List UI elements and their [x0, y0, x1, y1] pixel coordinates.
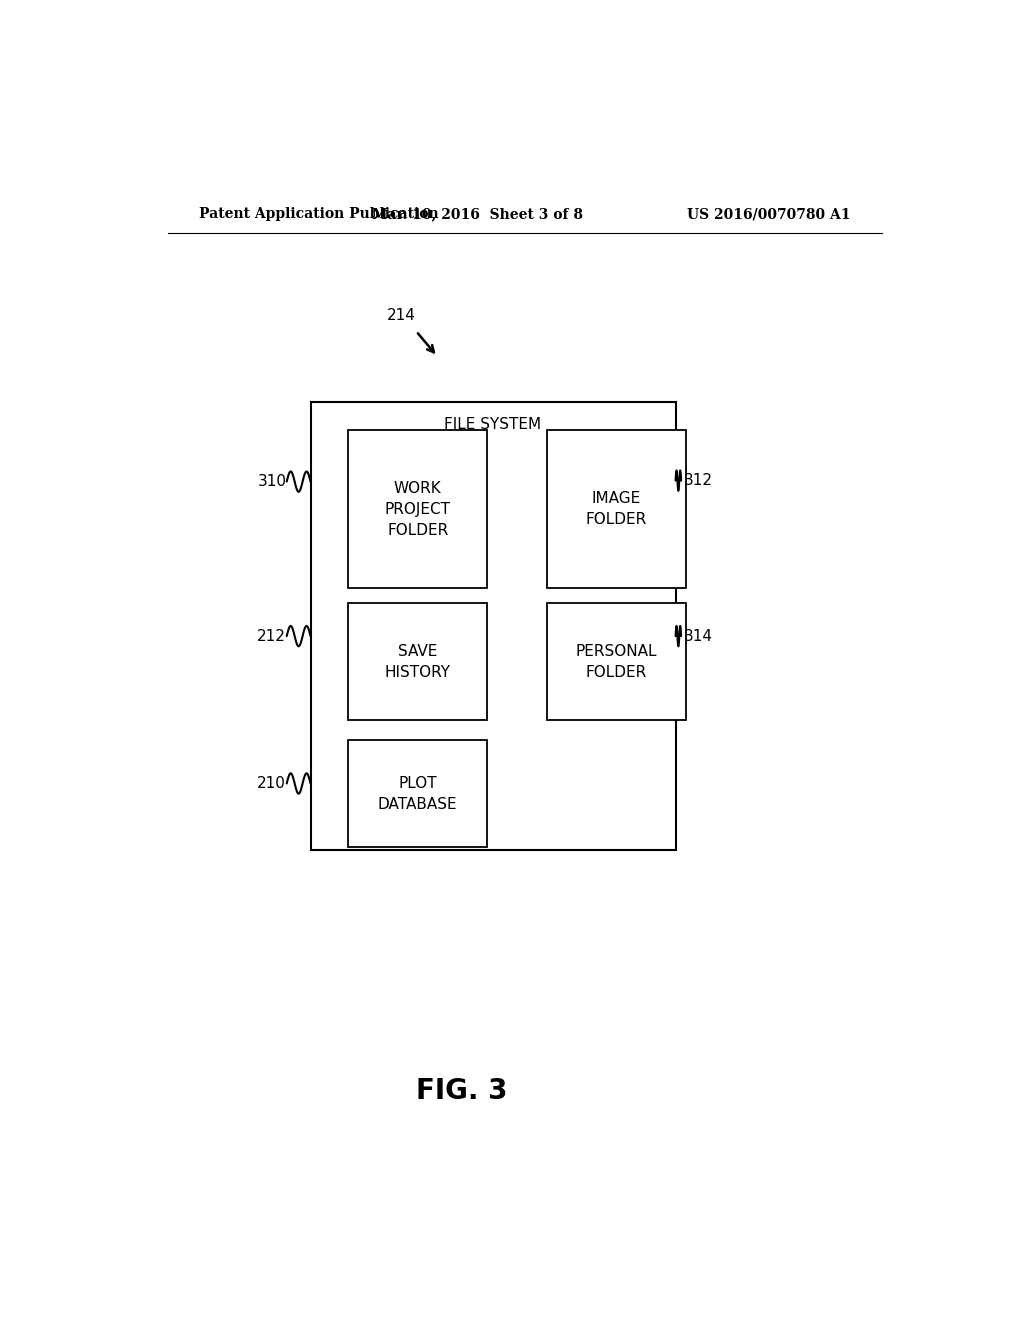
Bar [547, 430, 685, 587]
Text: 210: 210 [257, 776, 287, 791]
Text: PLOT
DATABASE: PLOT DATABASE [378, 776, 458, 812]
Text: SAVE
HISTORY: SAVE HISTORY [385, 644, 451, 680]
Text: 314: 314 [684, 628, 713, 644]
Text: IMAGE
FOLDER: IMAGE FOLDER [586, 491, 647, 527]
Text: FIG. 3: FIG. 3 [416, 1077, 507, 1105]
Text: Mar. 10, 2016  Sheet 3 of 8: Mar. 10, 2016 Sheet 3 of 8 [372, 207, 583, 222]
Bar [547, 603, 685, 719]
Bar [348, 603, 487, 719]
Text: Patent Application Publication: Patent Application Publication [200, 207, 439, 222]
Bar [310, 403, 676, 850]
Text: US 2016/0070780 A1: US 2016/0070780 A1 [687, 207, 850, 222]
Text: 214: 214 [387, 309, 416, 323]
Text: 312: 312 [684, 473, 713, 488]
Text: WORK
PROJECT
FOLDER: WORK PROJECT FOLDER [385, 480, 451, 537]
Text: PERSONAL
FOLDER: PERSONAL FOLDER [575, 644, 656, 680]
Text: 212: 212 [257, 628, 287, 644]
Bar [348, 430, 487, 587]
Bar [348, 741, 487, 847]
Text: FILE SYSTEM: FILE SYSTEM [444, 417, 542, 432]
Text: 310: 310 [257, 474, 287, 490]
